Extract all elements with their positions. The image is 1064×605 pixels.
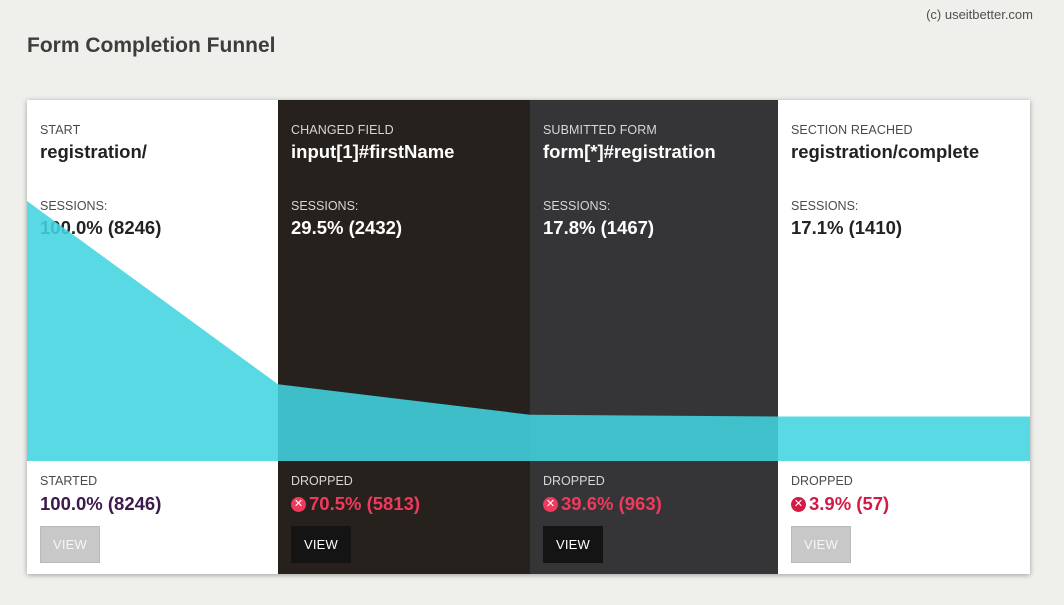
sessions-value: 17.1% (1410)	[791, 217, 903, 238]
dropped-value: 3.9% (57)	[809, 493, 890, 514]
view-button-changed-field[interactable]: VIEW	[291, 526, 351, 563]
dropped-label: DROPPED	[543, 474, 605, 488]
funnel-area	[27, 201, 1030, 461]
step-name: registration/	[40, 141, 147, 162]
funnel-step-submitted-form-bottom: DROPPED ✕ 39.6% (963) VIEW	[530, 461, 778, 574]
dropped-x-icon: ✕	[791, 496, 806, 512]
sessions-label: SESSIONS:	[543, 199, 611, 213]
view-button-section-reached[interactable]: VIEW	[791, 526, 851, 563]
funnel-panel: START registration/ SESSIONS: 100.0% (82…	[27, 100, 1030, 574]
step-name: registration/complete	[791, 141, 980, 162]
step-name: input[1]#firstName	[291, 141, 455, 162]
sessions-label: SESSIONS:	[40, 199, 108, 213]
dropped-x-icon: ✕	[543, 496, 558, 512]
funnel-step-changed-field-bottom: DROPPED ✕ 70.5% (5813) VIEW	[278, 461, 530, 574]
started-label: STARTED	[40, 474, 98, 488]
funnel-step-section-reached-bottom: DROPPED ✕ 3.9% (57) VIEW	[778, 461, 1030, 574]
sessions-value: 29.5% (2432)	[291, 217, 403, 238]
dropped-value: 70.5% (5813)	[309, 493, 421, 514]
sessions-label: SESSIONS:	[291, 199, 359, 213]
dropped-x-icon: ✕	[291, 496, 306, 512]
view-button-start[interactable]: VIEW	[40, 526, 100, 563]
dropped-row: ✕ 3.9% (57)	[791, 493, 889, 515]
dropped-label: DROPPED	[291, 474, 353, 488]
step-name: form[*]#registration	[543, 141, 716, 162]
view-button-submitted-form[interactable]: VIEW	[543, 526, 603, 563]
funnel-area-chart	[27, 201, 1030, 461]
started-value: 100.0% (8246)	[40, 493, 162, 514]
step-type-label: SECTION REACHED	[791, 123, 913, 137]
dropped-row: ✕ 70.5% (5813)	[291, 493, 420, 515]
sessions-label: SESSIONS:	[791, 199, 859, 213]
step-type-label: CHANGED FIELD	[291, 123, 394, 137]
copyright-credit: (c) useitbetter.com	[926, 7, 1033, 22]
sessions-value: 17.8% (1467)	[543, 217, 655, 238]
step-type-label: START	[40, 123, 81, 137]
step-type-label: SUBMITTED FORM	[543, 123, 657, 137]
page-title: Form Completion Funnel	[27, 34, 276, 57]
dropped-label: DROPPED	[791, 474, 853, 488]
dropped-row: ✕ 39.6% (963)	[543, 493, 662, 515]
dropped-value: 39.6% (963)	[561, 493, 662, 514]
